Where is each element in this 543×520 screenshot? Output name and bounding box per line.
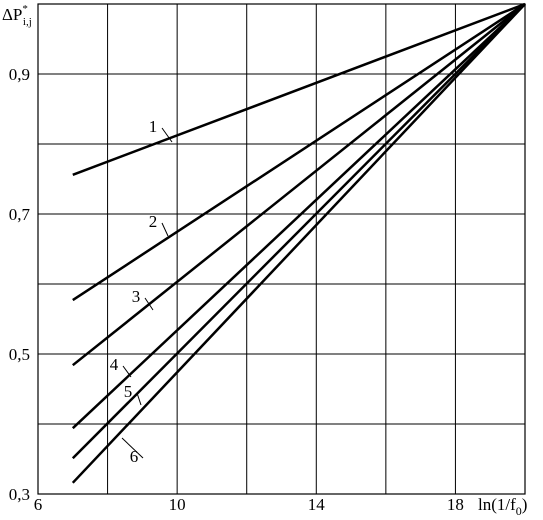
y-tick-label: 0,5 bbox=[9, 345, 30, 364]
series-line bbox=[72, 3, 526, 367]
y-label-sub: i,j bbox=[23, 16, 32, 28]
series-label: 4 bbox=[110, 355, 119, 374]
plot-frame bbox=[37, 3, 526, 495]
label-leader bbox=[122, 365, 132, 378]
x-tick-label: 10 bbox=[169, 495, 186, 514]
series-line bbox=[71, 3, 526, 460]
series-label: 6 bbox=[130, 447, 139, 466]
x-label-base: ln(1/f bbox=[478, 495, 516, 514]
series-label: 5 bbox=[124, 382, 133, 401]
x-label-sub: 0 bbox=[516, 504, 522, 518]
label-leader bbox=[121, 437, 144, 459]
x-label-end: ) bbox=[522, 495, 528, 514]
series-line bbox=[72, 2, 526, 302]
series-line bbox=[71, 3, 526, 430]
label-leader bbox=[136, 392, 142, 406]
series-line bbox=[72, 2, 526, 176]
x-tick-label: 18 bbox=[447, 495, 464, 514]
label-leader bbox=[161, 222, 169, 237]
x-tick-label: 14 bbox=[308, 495, 326, 514]
y-tick-label: 0,7 bbox=[9, 205, 31, 224]
y-axis-label: ΔP* i,j bbox=[2, 3, 32, 28]
x-tick-label: 6 bbox=[34, 495, 43, 514]
y-tick-label: 0,3 bbox=[9, 485, 30, 504]
label-leader bbox=[161, 127, 173, 143]
series-label: 2 bbox=[149, 212, 158, 231]
y-label-sup: * bbox=[22, 3, 28, 15]
y-tick-label: 0,9 bbox=[9, 65, 30, 84]
label-leader bbox=[144, 297, 154, 311]
series-line bbox=[71, 3, 526, 484]
series-label: 1 bbox=[149, 117, 158, 136]
series-label: 3 bbox=[132, 287, 141, 306]
x-axis-label: ln(1/f0) bbox=[478, 495, 527, 518]
y-label-base: ΔP bbox=[2, 5, 22, 24]
